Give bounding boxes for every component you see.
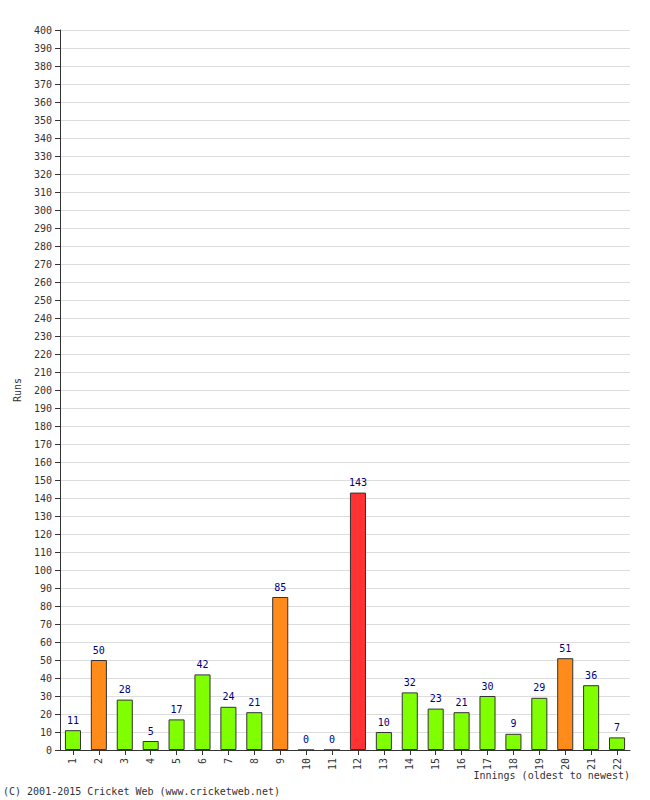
svg-text:0: 0: [46, 745, 52, 756]
svg-text:100: 100: [34, 565, 52, 576]
svg-text:70: 70: [40, 619, 52, 630]
svg-text:10: 10: [301, 758, 312, 770]
svg-text:290: 290: [34, 223, 52, 234]
svg-text:18: 18: [508, 758, 519, 770]
svg-text:21: 21: [248, 697, 260, 708]
svg-text:270: 270: [34, 259, 52, 270]
svg-text:250: 250: [34, 295, 52, 306]
svg-text:9: 9: [275, 758, 286, 764]
svg-text:200: 200: [34, 385, 52, 396]
svg-text:160: 160: [34, 457, 52, 468]
svg-text:30: 30: [40, 691, 52, 702]
svg-text:210: 210: [34, 367, 52, 378]
svg-text:370: 370: [34, 79, 52, 90]
svg-text:240: 240: [34, 313, 52, 324]
svg-text:6: 6: [197, 758, 208, 764]
svg-text:360: 360: [34, 97, 52, 108]
svg-text:310: 310: [34, 187, 52, 198]
svg-text:300: 300: [34, 205, 52, 216]
svg-text:60: 60: [40, 637, 52, 648]
svg-text:120: 120: [34, 529, 52, 540]
svg-text:21: 21: [456, 697, 468, 708]
svg-text:260: 260: [34, 277, 52, 288]
svg-text:80: 80: [40, 601, 52, 612]
svg-text:390: 390: [34, 43, 52, 54]
svg-text:350: 350: [34, 115, 52, 126]
svg-text:11: 11: [327, 758, 338, 770]
svg-text:30: 30: [481, 681, 493, 692]
svg-text:340: 340: [34, 133, 52, 144]
svg-text:330: 330: [34, 151, 52, 162]
svg-text:220: 220: [34, 349, 52, 360]
svg-text:50: 50: [93, 645, 105, 656]
svg-text:143: 143: [349, 477, 367, 488]
svg-text:29: 29: [533, 682, 545, 693]
svg-text:8: 8: [249, 758, 260, 764]
svg-text:20: 20: [40, 709, 52, 720]
svg-text:9: 9: [510, 718, 516, 729]
svg-text:280: 280: [34, 241, 52, 252]
svg-text:36: 36: [585, 670, 597, 681]
svg-text:7: 7: [223, 758, 234, 764]
svg-text:40: 40: [40, 673, 52, 684]
svg-text:180: 180: [34, 421, 52, 432]
svg-text:380: 380: [34, 61, 52, 72]
svg-text:Innings (oldest to newest): Innings (oldest to newest): [473, 770, 630, 781]
svg-text:3: 3: [119, 758, 130, 764]
svg-text:110: 110: [34, 547, 52, 558]
svg-text:51: 51: [559, 643, 571, 654]
svg-text:140: 140: [34, 493, 52, 504]
svg-text:22: 22: [612, 758, 623, 770]
svg-text:190: 190: [34, 403, 52, 414]
svg-text:0: 0: [303, 734, 309, 745]
svg-text:42: 42: [196, 659, 208, 670]
svg-text:230: 230: [34, 331, 52, 342]
svg-text:24: 24: [222, 691, 234, 702]
svg-text:170: 170: [34, 439, 52, 450]
svg-text:85: 85: [274, 582, 286, 593]
svg-text:14: 14: [404, 758, 415, 770]
svg-text:17: 17: [171, 704, 183, 715]
svg-text:2: 2: [93, 758, 104, 764]
svg-text:90: 90: [40, 583, 52, 594]
svg-text:5: 5: [171, 758, 182, 764]
svg-text:12: 12: [352, 758, 363, 770]
svg-text:16: 16: [456, 758, 467, 770]
svg-text:0: 0: [329, 734, 335, 745]
svg-text:50: 50: [40, 655, 52, 666]
svg-text:19: 19: [534, 758, 545, 770]
svg-text:130: 130: [34, 511, 52, 522]
svg-text:150: 150: [34, 475, 52, 486]
svg-text:5: 5: [148, 726, 154, 737]
svg-text:21: 21: [586, 758, 597, 770]
svg-text:20: 20: [560, 758, 571, 770]
svg-text:(C) 2001-2015 Cricket Web (www: (C) 2001-2015 Cricket Web (www.cricketwe…: [3, 786, 280, 797]
svg-text:13: 13: [378, 758, 389, 770]
svg-text:10: 10: [40, 727, 52, 738]
svg-text:10: 10: [378, 717, 390, 728]
svg-text:28: 28: [119, 684, 131, 695]
svg-text:11: 11: [67, 715, 79, 726]
svg-text:4: 4: [145, 758, 156, 764]
svg-text:23: 23: [430, 693, 442, 704]
svg-text:320: 320: [34, 169, 52, 180]
svg-text:400: 400: [34, 25, 52, 36]
svg-text:7: 7: [614, 722, 620, 733]
svg-text:1: 1: [67, 758, 78, 764]
svg-text:Runs: Runs: [12, 378, 23, 402]
svg-text:15: 15: [430, 758, 441, 770]
svg-text:17: 17: [482, 758, 493, 770]
svg-text:32: 32: [404, 677, 416, 688]
